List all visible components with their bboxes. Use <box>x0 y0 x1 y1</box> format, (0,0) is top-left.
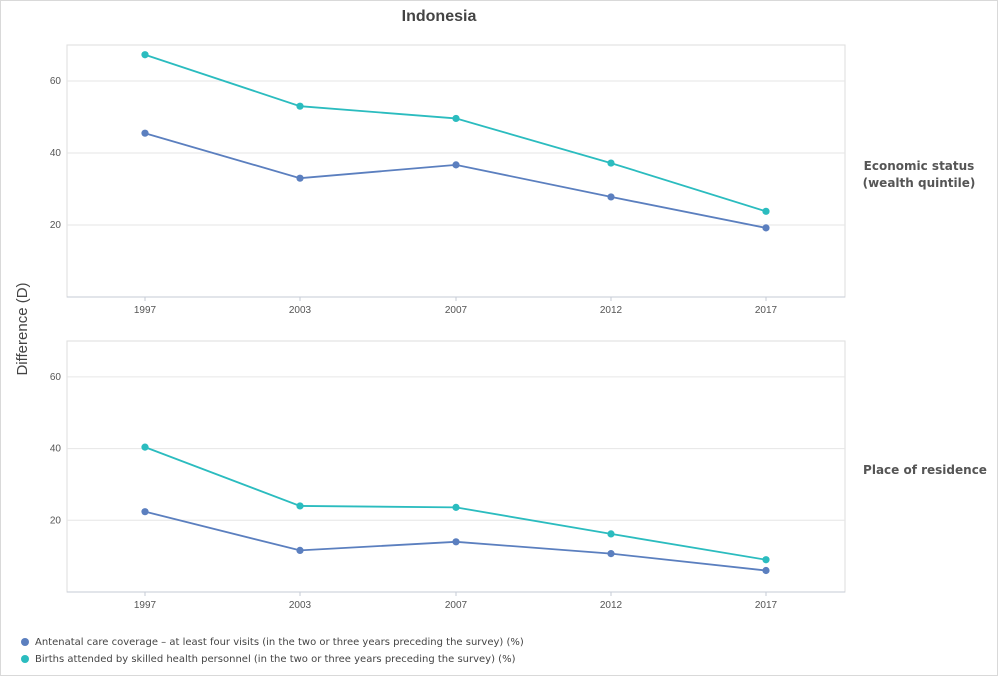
plot-area <box>66 44 846 298</box>
data-point[interactable] <box>762 207 770 215</box>
legend-label: Births attended by skilled health person… <box>35 654 516 665</box>
facet-label-line: Economic status <box>864 159 975 173</box>
x-tick-label: 2017 <box>755 600 778 611</box>
data-point[interactable] <box>452 161 460 169</box>
facet-label: Place of residence <box>863 463 987 477</box>
y-tick-label: 40 <box>50 444 62 455</box>
data-point[interactable] <box>296 174 304 182</box>
panels-layer: 20 40 60 1997 2003 2007 2012 2017 Economic statu… <box>50 44 987 611</box>
facet-label: Economic status (wealth quintile) <box>863 159 976 190</box>
data-point[interactable] <box>141 129 149 137</box>
series-2 <box>141 51 770 215</box>
x-tick-label: 2003 <box>289 600 312 611</box>
data-point[interactable] <box>296 546 304 555</box>
y-tick-label: 40 <box>50 148 62 159</box>
data-point[interactable] <box>762 224 770 232</box>
data-point[interactable] <box>607 550 615 558</box>
data-point[interactable] <box>762 566 770 575</box>
data-point[interactable] <box>452 503 460 511</box>
facet-label-line: (wealth quintile) <box>863 176 976 190</box>
data-point[interactable] <box>141 508 149 516</box>
legend-item[interactable]: Antenatal care coverage – at least four … <box>21 637 524 648</box>
panel-1: 20 40 60 1997 2003 2007 2012 2017 Economic statu… <box>50 44 976 316</box>
x-tick-label: 1997 <box>134 305 157 316</box>
x-tick-label: 1997 <box>134 600 157 611</box>
data-point[interactable] <box>452 114 460 123</box>
legend-item[interactable]: Births attended by skilled health person… <box>21 654 516 665</box>
data-point[interactable] <box>141 51 149 59</box>
x-tick-label: 2007 <box>445 305 468 316</box>
x-tick-label: 2017 <box>755 305 778 316</box>
y-tick-label: 60 <box>50 76 62 87</box>
data-point[interactable] <box>452 538 460 546</box>
series-2 <box>141 443 770 564</box>
data-point[interactable] <box>607 193 615 201</box>
facet-label-line: Place of residence <box>863 463 987 477</box>
y-tick-label: 20 <box>50 220 62 231</box>
data-point[interactable] <box>607 530 615 538</box>
chart-title: Indonesia <box>402 8 477 25</box>
legend-label: Antenatal care coverage – at least four … <box>35 637 524 648</box>
series-1 <box>141 508 770 575</box>
y-tick-label: 20 <box>50 515 62 526</box>
y-tick-label: 60 <box>50 372 62 383</box>
x-tick-label: 2012 <box>600 305 623 316</box>
data-point[interactable] <box>762 556 770 564</box>
legend-marker <box>21 655 29 663</box>
data-point[interactable] <box>296 502 304 510</box>
x-tick-label: 2012 <box>600 600 623 611</box>
series-1 <box>141 129 770 232</box>
legend[interactable]: Antenatal care coverage – at least four … <box>21 637 524 665</box>
panel-2: 20 40 60 1997 2003 2007 2012 2017 Place of resid… <box>50 340 987 611</box>
data-point[interactable] <box>607 159 615 167</box>
x-tick-label: 2003 <box>289 305 312 316</box>
x-tick-label: 2007 <box>445 600 468 611</box>
legend-marker <box>21 638 29 646</box>
y-axis-label: Difference (D) <box>14 282 31 375</box>
data-point[interactable] <box>296 102 304 110</box>
data-point[interactable] <box>141 443 149 451</box>
